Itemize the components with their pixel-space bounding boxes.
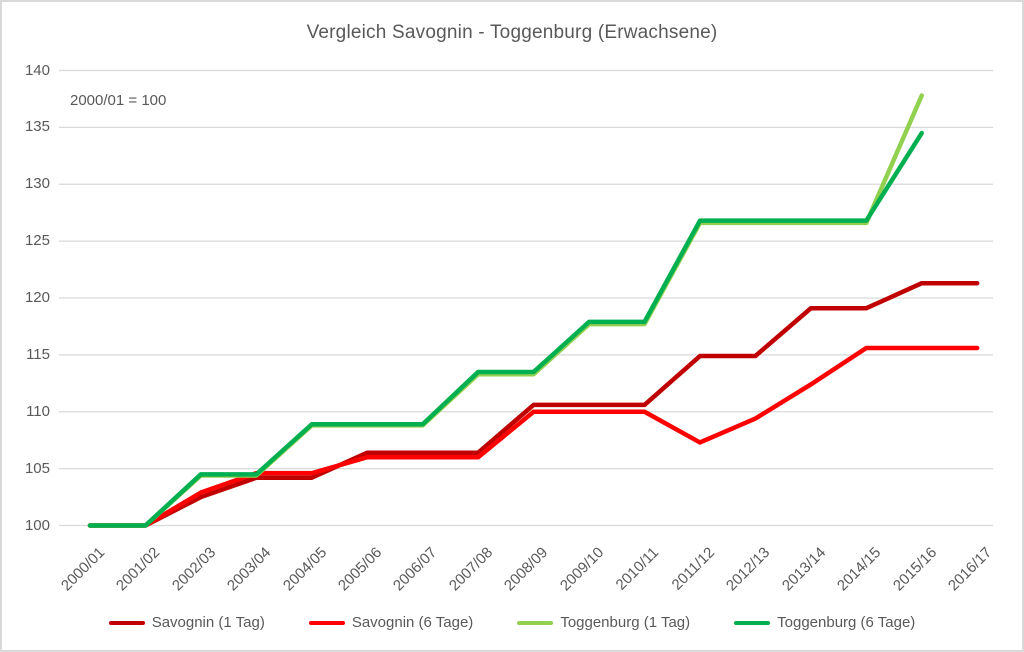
legend-swatch-toggenburg-6-tage	[734, 620, 771, 625]
y-axis-tick-label-120: 120	[24, 289, 50, 306]
legend-item-savognin-1-tag: Savognin (1 Tag)	[108, 614, 265, 631]
y-axis-tick-label-110: 110	[26, 402, 50, 420]
y-axis-tick-label-105: 105	[24, 459, 50, 477]
chart-title: Vergleich Savognin - Toggenburg (Erwachs…	[306, 22, 718, 43]
series-line-toggenburg-6-tage	[87, 130, 924, 528]
chart-legend: Savognin (1 Tag) Savognin (6 Tage) Toggenb…	[2, 614, 1022, 631]
series-line-toggenburg-1-tag	[87, 93, 924, 528]
series-line-savognin-1-tag	[87, 280, 980, 528]
legend-swatch-savognin-1-tag	[108, 620, 145, 625]
legend-item-toggenburg-6-tage: Toggenburg (6 Tage)	[734, 614, 915, 631]
y-axis-tick-label-100: 100	[24, 516, 50, 534]
legend-swatch-savognin-6-tage	[308, 620, 345, 625]
y-axis-tick-label-115: 115	[26, 345, 50, 363]
legend-label-toggenburg-6-tage: Toggenburg (6 Tage)	[777, 614, 916, 631]
y-axis-tick-label-125: 125	[24, 232, 50, 250]
legend-label-toggenburg-1-tag: Toggenburg (1 Tag)	[560, 614, 691, 631]
y-axis-tick-label-130: 130	[24, 175, 50, 193]
legend-swatch-toggenburg-1-tag	[517, 620, 554, 625]
y-axis-tick-label-135: 135	[24, 118, 50, 136]
baseline-annotation: 2000/01 = 100	[70, 92, 167, 109]
legend-item-toggenburg-1-tag: Toggenburg (1 Tag)	[517, 614, 690, 631]
series-line-savognin-6-tage	[87, 345, 980, 528]
legend-label-savognin-6-tage: Savognin (6 Tage)	[351, 614, 474, 631]
legend-label-savognin-1-tag: Savognin (1 Tag)	[151, 614, 265, 631]
legend-item-savognin-6-tage: Savognin (6 Tage)	[308, 614, 474, 631]
y-axis-tick-label-140: 140	[24, 61, 50, 79]
